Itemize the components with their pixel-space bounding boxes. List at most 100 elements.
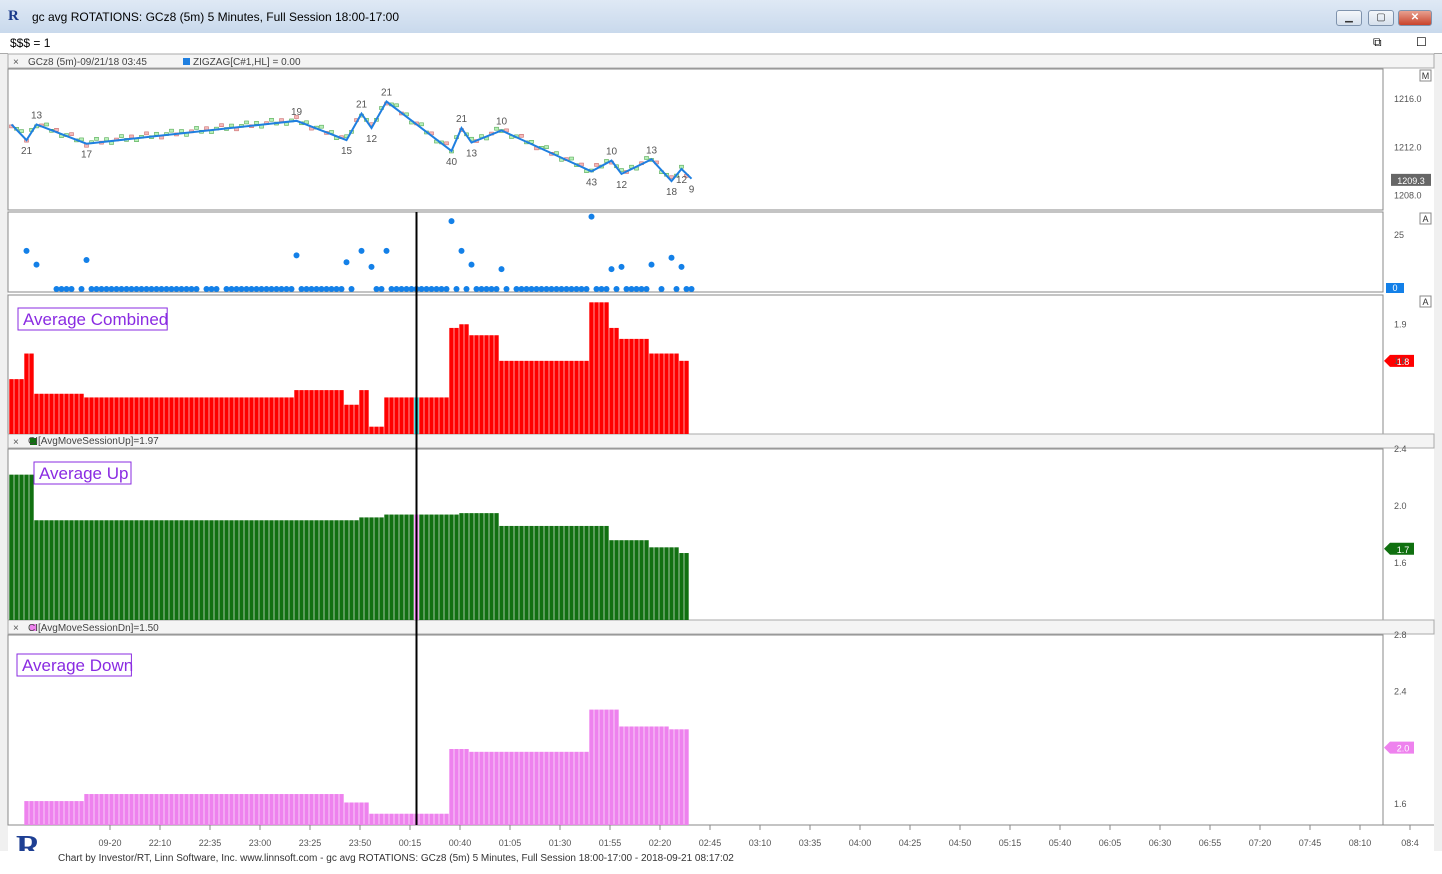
avg-combined-bar: [224, 397, 228, 434]
avg-combined-bar: [264, 397, 268, 434]
avg-up-bar: [144, 520, 148, 620]
avg-up-bar: [649, 547, 653, 620]
pane-mode-tag-label: A: [1422, 214, 1428, 224]
avg-up-bar: [519, 526, 523, 620]
avg-up-bar: [644, 540, 648, 620]
avg-combined-bar: [219, 397, 223, 434]
avg-combined-bar: [509, 361, 513, 434]
avg-combined-bar: [514, 361, 518, 434]
avg-up-bar: [579, 526, 583, 620]
avg-combined-bar: [309, 390, 313, 434]
price-candle: [220, 124, 224, 127]
multiplier-label[interactable]: $$$ = 1: [10, 36, 50, 50]
avg-combined-bar: [429, 397, 433, 434]
time-axis-tick: 23:00: [249, 838, 272, 848]
avg-up-bar: [124, 520, 128, 620]
avg-down-bar: [439, 814, 443, 825]
avg-down-bar: [229, 794, 233, 825]
avg-down-bar: [194, 794, 198, 825]
avg-combined-bar: [579, 361, 583, 434]
avg-combined-bar: [99, 397, 103, 434]
avg-down-bar: [499, 752, 503, 825]
avg-combined-bar: [394, 397, 398, 434]
rotation-dot: [614, 286, 620, 292]
avg-combined-bar: [59, 394, 63, 434]
avg-combined-bar: [199, 397, 203, 434]
avg-up-bar: [354, 520, 358, 620]
avg-combined-bar: [274, 397, 278, 434]
avg-combined-bar: [434, 397, 438, 434]
avg-down-bar: [49, 801, 53, 825]
avg-combined-bar: [439, 397, 443, 434]
avg-up-bar: [624, 540, 628, 620]
avg-up-bar: [119, 520, 123, 620]
avg-down-bar: [264, 794, 268, 825]
chart-area[interactable]: × × × GCz8 (5m)-09/21/18 03:45 ZIGZAG[C#1,HL…: [0, 53, 1442, 851]
avg-down-bar: [179, 794, 183, 825]
close-icon[interactable]: ✕: [1398, 10, 1432, 26]
avg-up-axis-tick: 2.4: [1394, 444, 1407, 454]
avg-up-bar: [224, 520, 228, 620]
avg-down-bar: [314, 794, 318, 825]
time-axis-tick: 23:25: [299, 838, 322, 848]
avg-down-bar: [74, 801, 78, 825]
maximize-icon[interactable]: ▢: [1368, 10, 1394, 26]
avg-down-bar: [89, 794, 93, 825]
avg-down-bar: [639, 726, 643, 825]
rotation-dot: [674, 286, 680, 292]
price-candle: [170, 129, 174, 132]
avg-up-bar: [534, 526, 538, 620]
avg-combined-bar: [169, 397, 173, 434]
time-axis-tick: 07:45: [1299, 838, 1322, 848]
avg-down-bar: [279, 794, 283, 825]
avg-up-bar: [489, 513, 493, 620]
avg-up-axis-tick: 1.6: [1394, 558, 1407, 568]
avg-combined-last-value: 1.8: [1397, 357, 1410, 367]
avg-combined-bar: [444, 397, 448, 434]
avg-combined-bar: [584, 361, 588, 434]
rotation-dot: [649, 262, 655, 268]
avg-up-bar: [444, 515, 448, 620]
avg-down-bar: [84, 794, 88, 825]
maximize-pane-icon[interactable]: ☐: [1416, 35, 1427, 49]
avg-combined-bar: [529, 361, 533, 434]
time-axis-tick: 04:00: [849, 838, 872, 848]
avg-up-bar: [574, 526, 578, 620]
rotation-dot: [69, 286, 75, 292]
price-candle: [255, 121, 259, 124]
avg-combined-bar: [364, 390, 368, 434]
restore-pane-icon[interactable]: ⧉: [1373, 35, 1382, 50]
avg-combined-bar: [569, 361, 573, 434]
avg-up-bar: [259, 520, 263, 620]
avg-up-bar: [464, 513, 468, 620]
avg-down-bar: [389, 814, 393, 825]
avg-up-bar: [374, 517, 378, 620]
avg-up-bar: [174, 520, 178, 620]
dots-axis-tick: 25: [1394, 230, 1404, 240]
avg-combined-bar: [604, 302, 608, 434]
avg-down-bar: [484, 752, 488, 825]
avg-combined-bar: [649, 354, 653, 434]
avg-combined-bar: [149, 397, 153, 434]
avg-down-bar: [549, 752, 553, 825]
price-candle: [130, 135, 134, 138]
avg-combined-bar: [369, 427, 373, 434]
avg-up-bar: [329, 520, 333, 620]
time-axis-tick: 23:50: [349, 838, 372, 848]
avg-up-bar: [244, 520, 248, 620]
avg-combined-bar: [329, 390, 333, 434]
avg-down-bar: [119, 794, 123, 825]
minimize-icon[interactable]: ▁: [1336, 10, 1362, 26]
avg-down-bar: [684, 729, 688, 825]
avg-combined-bar: [659, 354, 663, 434]
avg-down-bar: [124, 794, 128, 825]
avg-combined-bar: [334, 390, 338, 434]
avg-up-bar: [279, 520, 283, 620]
avg-up-bar: [439, 515, 443, 620]
price-axis-tick: 1208.0: [1394, 191, 1422, 201]
avg-up-bar: [609, 540, 613, 620]
time-axis-tick: 08:10: [1349, 838, 1372, 848]
avg-down-bar: [634, 726, 638, 825]
avg-up-bar: [209, 520, 213, 620]
price-candle: [180, 130, 184, 133]
